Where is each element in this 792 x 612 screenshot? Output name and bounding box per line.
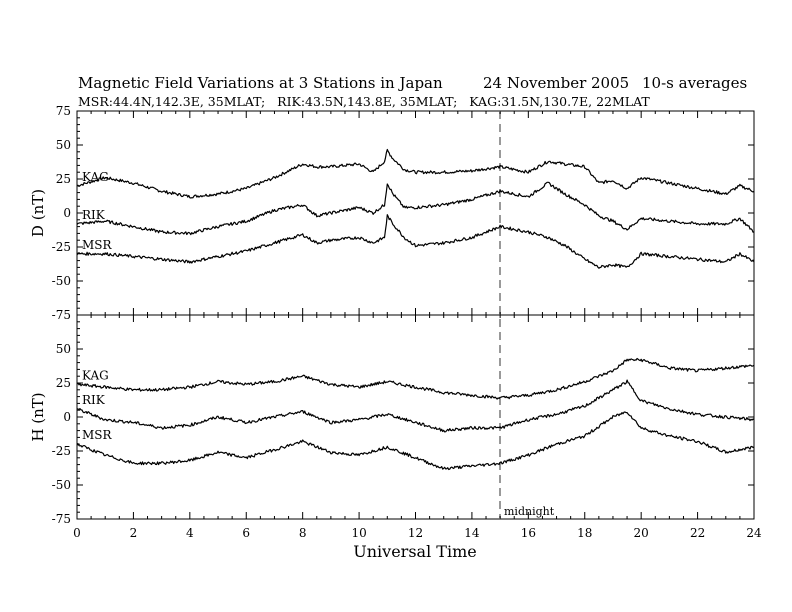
h-panel-frame — [76, 314, 755, 520]
h-series-label-kag: KAG — [82, 368, 109, 382]
xtick-label: 14 — [464, 526, 480, 540]
h-series-label-msr: MSR — [82, 428, 113, 442]
d-axis-label: D (nT) — [29, 189, 47, 237]
xtick-label: 6 — [242, 526, 250, 540]
d-ytick-label: -75 — [52, 308, 71, 322]
station-coordinates: MSR:44.4N,142.3E, 35MLAT; RIK:43.5N,143.… — [78, 94, 650, 109]
xtick-label: 16 — [521, 526, 536, 540]
h-ytick-label: 50 — [56, 342, 71, 356]
h-ytick-label: -75 — [52, 512, 71, 526]
h-axis-label: H (nT) — [29, 392, 47, 441]
xtick-label: 4 — [186, 526, 194, 540]
d-ytick-label: -50 — [52, 274, 71, 288]
xtick-label: 18 — [577, 526, 592, 540]
h-series-label-rik: RIK — [82, 393, 106, 407]
h-ytick-label: -25 — [52, 444, 71, 458]
h-series-msr — [76, 411, 755, 471]
x-axis-label: Universal Time — [353, 542, 476, 561]
d-ytick-label: 75 — [56, 104, 71, 118]
midnight-label: midnight — [504, 505, 555, 518]
d-series-label-rik: RIK — [82, 208, 106, 222]
h-ytick-label: 25 — [56, 376, 71, 390]
chart-averaging: 10-s averages — [642, 74, 747, 92]
d-panel-frame — [76, 110, 755, 316]
d-ytick-label: 0 — [63, 206, 71, 220]
chart-date: 24 November 2005 — [483, 74, 629, 92]
xtick-label: 8 — [299, 526, 307, 540]
xtick-label: 12 — [408, 526, 423, 540]
h-series-rik — [76, 379, 755, 433]
xtick-label: 24 — [746, 526, 762, 540]
d-series-rik — [76, 181, 755, 236]
d-ytick-label: -25 — [52, 240, 71, 254]
xtick-label: 0 — [73, 526, 81, 540]
d-series-label-msr: MSR — [82, 238, 113, 252]
d-series-msr — [76, 214, 755, 269]
h-ytick-label: -50 — [52, 478, 71, 492]
chart-title: Magnetic Field Variations at 3 Stations … — [78, 74, 443, 92]
xtick-label: 2 — [130, 526, 138, 540]
h-ytick-label: 0 — [63, 410, 71, 424]
d-ytick-label: 25 — [56, 172, 71, 186]
xtick-label: 22 — [690, 526, 705, 540]
d-ytick-label: 50 — [56, 138, 71, 152]
series-layer: KAG RIK MSR KAG RIK MSR — [76, 148, 755, 471]
xtick-label: 10 — [351, 526, 366, 540]
h-series-kag — [76, 357, 755, 400]
d-series-label-kag: KAG — [82, 170, 109, 184]
xtick-label: 20 — [634, 526, 649, 540]
d-series-kag — [76, 148, 755, 199]
